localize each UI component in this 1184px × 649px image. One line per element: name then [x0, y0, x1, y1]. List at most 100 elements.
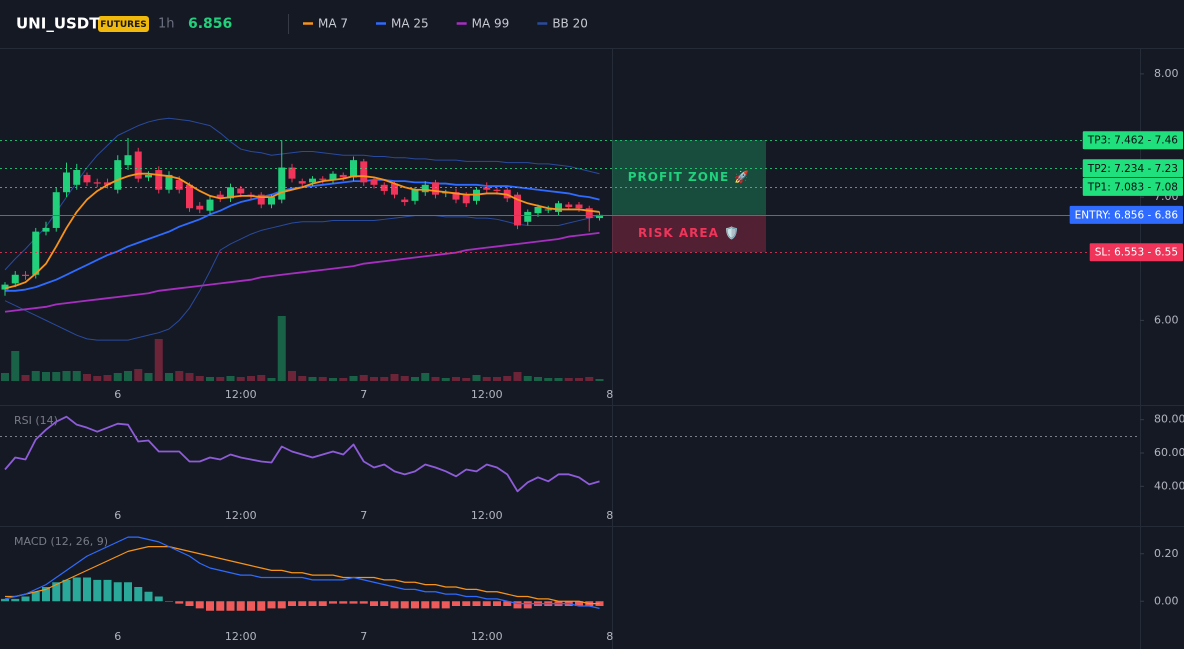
x-tick-label: 12:00 — [471, 630, 503, 643]
y-tick-label: 0.20 — [1154, 547, 1179, 560]
volume-bar — [370, 377, 378, 381]
candle-body — [534, 206, 542, 214]
candle-body — [483, 187, 491, 190]
histogram-bar — [195, 601, 204, 609]
candle-body — [575, 204, 583, 209]
volume-bar — [390, 374, 399, 381]
histogram-bar — [103, 579, 112, 602]
volume-bar — [154, 339, 163, 381]
volume-bar — [575, 378, 583, 381]
candle-body — [63, 172, 70, 193]
histogram-bar — [124, 582, 132, 602]
volume-bar — [103, 375, 112, 381]
volume-bar — [206, 377, 214, 381]
candle-body — [555, 203, 562, 212]
histogram-bar — [185, 601, 194, 606]
histogram-bar — [216, 601, 225, 611]
histogram-bar — [329, 601, 337, 604]
candle-body — [227, 187, 234, 199]
candle-body — [1, 284, 9, 290]
candle-body — [370, 179, 378, 185]
candle-body — [216, 194, 224, 199]
histogram-bar — [421, 601, 430, 609]
histogram-bar — [575, 601, 583, 606]
candle-body — [278, 167, 286, 200]
volume-bar — [564, 378, 573, 381]
level-tag-label: TP3: 7.462 - 7.46 — [1087, 135, 1179, 147]
candle-body — [350, 160, 357, 178]
volume-bar — [31, 371, 40, 381]
histogram-bar — [154, 596, 163, 602]
volume-bar — [83, 374, 91, 381]
zone — [612, 214, 766, 253]
volume-bar — [288, 371, 296, 381]
volume-bar — [175, 371, 184, 381]
candle-body — [134, 151, 142, 179]
histogram-bar — [411, 601, 419, 609]
candle-body — [257, 194, 265, 205]
candle-body — [268, 197, 275, 205]
histogram-bar — [277, 601, 286, 609]
candle-body — [83, 174, 91, 183]
volume-bar — [113, 373, 122, 381]
histogram-bar — [247, 601, 255, 611]
legend-label: MA 25 — [391, 17, 429, 31]
bb-upper — [4, 117, 600, 271]
candle-body — [391, 183, 398, 195]
candle-body — [52, 192, 60, 228]
histogram-bar — [11, 598, 20, 602]
x-tick-label: 12:00 — [471, 509, 503, 522]
volume-bar — [93, 376, 102, 381]
candle-body — [462, 194, 470, 204]
x-tick-label: 6 — [114, 630, 121, 643]
histogram-bar — [42, 587, 50, 602]
x-tick-label: 12:00 — [225, 388, 257, 401]
histogram-bar — [493, 601, 501, 606]
candle-body — [186, 184, 193, 209]
level-tag: ENTRY: 6.856 - 6.86 — [1069, 205, 1183, 224]
y-tick-label: 6.00 — [1154, 313, 1179, 326]
macd-title: MACD (12, 26, 9) — [14, 535, 108, 548]
candle-body — [175, 179, 183, 190]
candle-body — [93, 182, 101, 184]
x-tick-label: 12:00 — [471, 388, 503, 401]
badge: FUTURES — [100, 20, 146, 30]
histogram-bar — [462, 601, 471, 606]
candle-body — [514, 194, 521, 226]
y-tick-label: 80.00 — [1154, 413, 1184, 426]
candle-body — [309, 178, 316, 183]
volume-bar — [380, 377, 389, 381]
x-tick-label: 8 — [606, 509, 613, 522]
ma-line — [4, 172, 600, 290]
zone — [612, 140, 766, 215]
histogram-bar — [165, 601, 173, 602]
volume-bar — [52, 372, 61, 381]
candle-body — [11, 274, 19, 284]
level-tag-label: ENTRY: 6.856 - 6.86 — [1075, 209, 1179, 221]
rsi-title: RSI (14) — [14, 414, 58, 427]
candle-body — [411, 189, 419, 201]
level-tag-label: SL: 6.553 - 6.55 — [1095, 247, 1178, 259]
histogram-bar — [390, 601, 399, 609]
volume-bar — [11, 351, 20, 381]
legend-label: MA 99 — [472, 17, 510, 31]
candle-body — [596, 214, 603, 219]
level-tag: SL: 6.553 - 6.55 — [1089, 243, 1183, 262]
histogram-bar — [257, 601, 266, 611]
candle-body — [380, 184, 388, 191]
histogram-bar — [441, 601, 450, 609]
volume-bar — [482, 377, 491, 381]
candle-body — [319, 178, 327, 180]
volume-bar — [195, 376, 204, 381]
volume-bar — [216, 377, 225, 381]
histogram-bar — [21, 596, 30, 602]
volume-bar — [523, 376, 532, 381]
volume-bar — [267, 378, 276, 381]
candle-body — [155, 170, 163, 190]
x-tick-label: 8 — [606, 388, 613, 401]
histogram-bar — [452, 601, 460, 606]
candle-body — [565, 204, 573, 207]
histogram-bar — [339, 601, 348, 604]
candle-body — [114, 160, 122, 190]
